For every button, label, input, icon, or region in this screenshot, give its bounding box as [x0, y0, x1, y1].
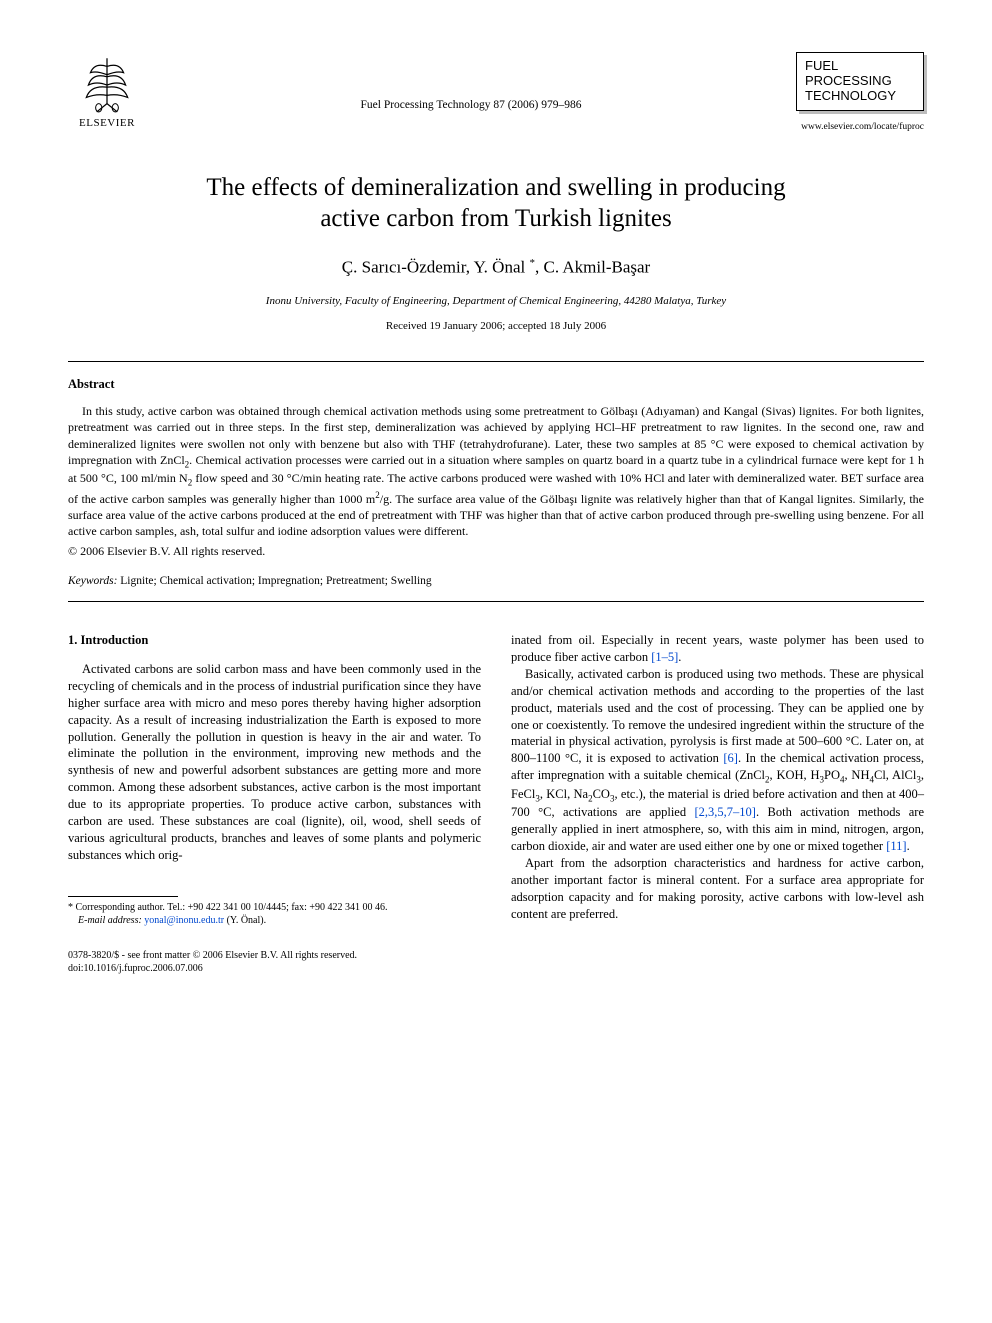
- col2-p2-h: , KCl, Na: [540, 787, 588, 801]
- col2-p2-f: Cl, AlCl: [874, 768, 916, 782]
- journal-logo-line1: FUEL: [805, 59, 915, 74]
- footnote-line1: * Corresponding author. Tel.: +90 422 34…: [68, 901, 481, 914]
- title-line1: The effects of demineralization and swel…: [206, 174, 785, 201]
- authors-tail: , C. Akmil-Başar: [535, 258, 650, 277]
- col2-p1-text: inated from oil. Especially in recent ye…: [511, 633, 924, 664]
- column-left: 1. Introduction Activated carbons are so…: [68, 632, 481, 975]
- abstract-paragraph: In this study, active carbon was obtaine…: [68, 403, 924, 539]
- col2-p1-tail: .: [678, 650, 681, 664]
- rule-bottom: [68, 601, 924, 602]
- keywords-label: Keywords:: [68, 575, 117, 587]
- publisher-logo: ELSEVIER: [68, 52, 146, 131]
- elsevier-tree-icon: [76, 52, 138, 114]
- footnote-rule: [68, 896, 178, 897]
- abstract-heading: Abstract: [68, 376, 924, 393]
- journal-logo-line3: TECHNOLOGY: [805, 89, 915, 104]
- journal-reference: Fuel Processing Technology 87 (2006) 979…: [146, 98, 796, 114]
- journal-logo-block: FUEL PROCESSING TECHNOLOGY www.elsevier.…: [796, 52, 924, 134]
- column-right: inated from oil. Especially in recent ye…: [511, 632, 924, 975]
- citation-11[interactable]: [11]: [886, 839, 906, 853]
- col2-p2-i: CO: [593, 787, 610, 801]
- journal-url: www.elsevier.com/locate/fuproc: [801, 121, 924, 134]
- footnote-email-tail: (Y. Önal).: [224, 915, 266, 926]
- col2-paragraph-3: Apart from the adsorption characteristic…: [511, 855, 924, 923]
- col2-paragraph-2: Basically, activated carbon is produced …: [511, 666, 924, 855]
- header-row: ELSEVIER Fuel Processing Technology 87 (…: [68, 52, 924, 134]
- footer-doi: doi:10.1016/j.fuproc.2006.07.006: [68, 962, 481, 976]
- col2-p2-c: , KOH, H: [770, 768, 820, 782]
- footnote-text: Corresponding author. Tel.: +90 422 341 …: [73, 902, 388, 913]
- rule-top: [68, 361, 924, 362]
- journal-logo-box: FUEL PROCESSING TECHNOLOGY: [796, 52, 924, 111]
- article-dates: Received 19 January 2006; accepted 18 Ju…: [68, 319, 924, 334]
- journal-logo-line2: PROCESSING: [805, 74, 915, 89]
- col2-p2-d: PO: [824, 768, 840, 782]
- citation-1-5[interactable]: [1–5]: [651, 650, 678, 664]
- footer-issn: 0378-3820/$ - see front matter © 2006 El…: [68, 949, 481, 963]
- copyright: © 2006 Elsevier B.V. All rights reserved…: [68, 543, 924, 559]
- title-line2: active carbon from Turkish lignites: [320, 205, 671, 232]
- citation-2-10[interactable]: [2,3,5,7–10]: [695, 805, 756, 819]
- authors-main: Ç. Sarıcı-Özdemir, Y. Önal: [342, 258, 530, 277]
- col2-paragraph-1: inated from oil. Especially in recent ye…: [511, 632, 924, 666]
- authors: Ç. Sarıcı-Özdemir, Y. Önal *, C. Akmil-B…: [68, 256, 924, 280]
- affiliation: Inonu University, Faculty of Engineering…: [68, 294, 924, 309]
- footnote-block: * Corresponding author. Tel.: +90 422 34…: [68, 901, 481, 927]
- publisher-name: ELSEVIER: [79, 116, 135, 131]
- citation-6[interactable]: [6]: [723, 751, 738, 765]
- article-title: The effects of demineralization and swel…: [68, 172, 924, 235]
- footnote-email-label: E-mail address:: [78, 915, 142, 926]
- intro-heading: 1. Introduction: [68, 632, 481, 649]
- footnote-line2: E-mail address: yonal@inonu.edu.tr (Y. Ö…: [68, 914, 481, 927]
- keywords-text: Lignite; Chemical activation; Impregnati…: [117, 575, 431, 587]
- col2-p2-l: .: [907, 839, 910, 853]
- keywords: Keywords: Lignite; Chemical activation; …: [68, 574, 924, 590]
- intro-paragraph-1: Activated carbons are solid carbon mass …: [68, 661, 481, 864]
- col2-p2-e: , NH: [845, 768, 870, 782]
- abstract-body: In this study, active carbon was obtaine…: [68, 403, 924, 539]
- footnote-email[interactable]: yonal@inonu.edu.tr: [142, 915, 224, 926]
- body-columns: 1. Introduction Activated carbons are so…: [68, 632, 924, 975]
